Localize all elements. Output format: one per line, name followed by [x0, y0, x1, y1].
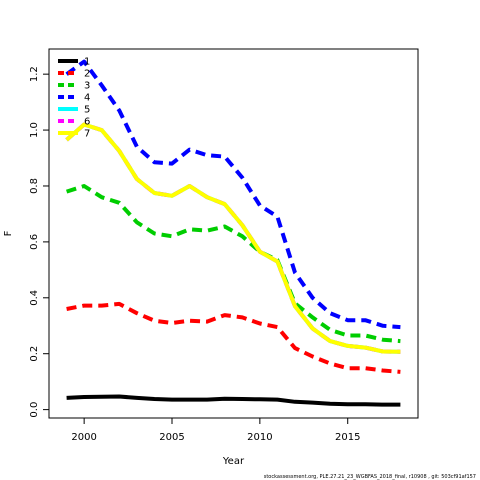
series-line-5	[65, 122, 401, 354]
x-axis-label: Year	[222, 456, 245, 467]
x-tick-label: 2005	[159, 432, 184, 443]
legend-label: 2	[84, 69, 90, 80]
plot-frame	[48, 48, 419, 419]
y-tick-label: 1.2	[29, 66, 40, 82]
y-tick-label: 0.6	[29, 234, 40, 250]
y-axis: 0.0 0.2 0.4 0.6 0.8 1.0 1.2	[29, 66, 49, 418]
x-axis: 2000 2005 2010 2015	[71, 418, 360, 443]
series-line-4	[65, 59, 401, 330]
legend-label: 5	[84, 105, 90, 116]
legend-label: 6	[84, 117, 90, 128]
y-tick-label: 0.4	[29, 290, 40, 306]
legend-label: 1	[84, 57, 90, 68]
legend-label: 7	[84, 129, 90, 140]
x-tick-label: 2010	[247, 432, 272, 443]
y-tick-label: 0.0	[29, 402, 40, 418]
y-tick-label: 0.8	[29, 178, 40, 194]
y-tick-label: 1.0	[29, 122, 40, 138]
series-layer	[65, 59, 401, 407]
series-line-2	[66, 301, 401, 374]
x-tick-label: 2000	[71, 432, 96, 443]
series-line-7	[65, 122, 401, 354]
footer-text: stockassessment.org, PLE.27.21_23_WGBFAS…	[264, 474, 476, 480]
x-tick-label: 2015	[335, 432, 360, 443]
y-tick-label: 0.2	[29, 346, 40, 362]
series-line-6	[65, 122, 401, 354]
series-line-3	[65, 184, 401, 344]
series-line-1	[66, 394, 401, 407]
y-axis-label: F	[3, 230, 14, 236]
legend-label: 4	[84, 93, 90, 104]
legend-label: 3	[84, 81, 90, 92]
